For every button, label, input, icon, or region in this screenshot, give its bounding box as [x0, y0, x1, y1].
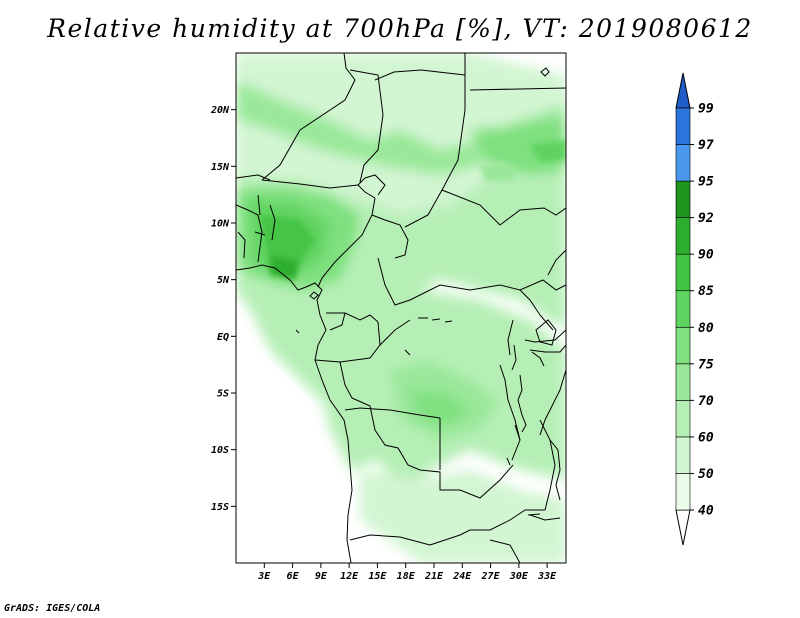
colorbar-label: 80: [698, 321, 714, 336]
colorbar-label: 70: [698, 394, 714, 409]
lon-tick-label: 12E: [340, 571, 359, 582]
lon-tick-label: 24E: [452, 571, 472, 582]
lon-tick-label: 3E: [257, 571, 271, 582]
lon-tick-label: 30E: [509, 571, 529, 582]
colorbar-label: 90: [698, 248, 714, 263]
lon-tick-label: 33E: [537, 571, 557, 582]
lat-tick-label: 5S: [217, 389, 229, 400]
lat-tick-label: 10N: [211, 219, 230, 230]
colorbar-label: 75: [698, 357, 714, 372]
lon-tick-label: 9E: [315, 571, 328, 582]
grads-credit: GrADS: IGES/COLA: [4, 603, 101, 614]
lat-tick-label: 10S: [211, 445, 229, 456]
lat-tick-label: EQ: [217, 332, 229, 343]
colorbar-segment: [675, 473, 691, 511]
colorbar-above-arrow: [675, 72, 691, 109]
colorbar: 40 50 60 70 75 80 85 90 92 95 97 99: [675, 72, 714, 546]
colorbar-label: 99: [698, 102, 714, 117]
colorbar-segment: [675, 363, 691, 401]
lat-tick-label: 5N: [217, 275, 230, 286]
colorbar-segment: [675, 400, 691, 438]
lat-tick-label: 15S: [211, 502, 229, 513]
lakes-and-islands: [295, 67, 550, 516]
colorbar-segment: [675, 144, 691, 182]
humidity-field: [236, 53, 566, 563]
lon-tick-label: 18E: [397, 571, 416, 582]
colorbar-label: 95: [698, 175, 714, 190]
colorbar-segment: [675, 253, 691, 292]
map-title: Relative humidity at 700hPa [%], VT: 201…: [47, 14, 753, 43]
colorbar-label: 50: [698, 467, 714, 482]
map-frame: [235, 52, 567, 564]
lon-tick-label: 6E: [287, 571, 300, 582]
colorbar-segment: [675, 290, 691, 328]
latitude-axis: 20N 15N 10N 5N EQ 5S 10S 15S: [210, 105, 236, 513]
longitude-axis: 3E 6E 9E 12E 15E 18E 21E 24E 27E 30E 33E: [257, 563, 557, 582]
colorbar-segment: [675, 217, 691, 255]
colorbar-label: 60: [698, 430, 714, 445]
lon-tick-label: 21E: [424, 571, 444, 582]
colorbar-segment: [675, 180, 691, 218]
colorbar-label: 85: [698, 284, 714, 299]
colorbar-label: 40: [698, 504, 714, 519]
colorbar-segment: [675, 326, 691, 365]
lon-tick-label: 15E: [368, 571, 387, 582]
lat-tick-label: 20N: [210, 105, 230, 116]
colorbar-below-arrow: [675, 509, 691, 546]
colorbar-segment: [675, 436, 691, 474]
lat-tick-label: 15N: [211, 162, 230, 173]
lon-tick-label: 27E: [481, 571, 501, 582]
colorbar-segment: [675, 107, 691, 145]
colorbar-label: 92: [698, 211, 714, 226]
colorbar-label: 97: [698, 138, 714, 153]
country-borders: [236, 53, 566, 563]
